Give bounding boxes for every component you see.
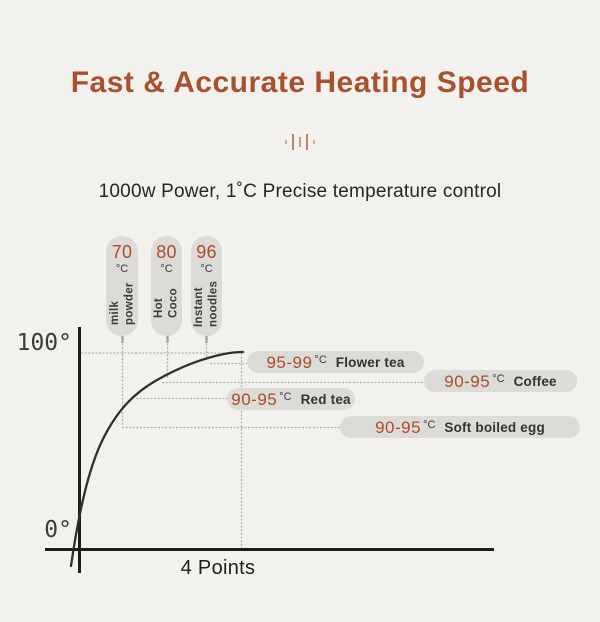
annotation-temp-range: 90-95: [444, 371, 491, 391]
annotation-temp-unit: °C: [423, 418, 436, 431]
annotation-pill-flower-tea: 95-99 °C Flower tea: [247, 351, 424, 373]
annotation-temp-unit: °C: [279, 390, 292, 403]
preset-label: Hot Coco: [153, 288, 180, 319]
annotation-pill-red-tea: 90-95 °C Red tea: [227, 388, 355, 410]
annotation-temp-range: 90-95: [375, 417, 422, 437]
y-axis-tick-100: 100°: [16, 330, 72, 356]
annotation-label: Coffee: [513, 373, 557, 389]
annotation-label: Soft boiled egg: [444, 419, 545, 435]
annotation-label: Red tea: [300, 391, 351, 407]
preset-pill-instant-noodles: 96 °C Instant noodles: [191, 236, 222, 336]
page-subtitle: 1000w Power, 1˚C Precise temperature con…: [98, 181, 502, 202]
annotation-temp-range: 95-99: [266, 352, 313, 372]
annotation-temp-unit: °C: [492, 372, 505, 385]
annotation-pill-soft-boiled-egg: 90-95 °C Soft boiled egg: [340, 416, 580, 438]
y-axis-tick-0: 0°: [44, 517, 72, 543]
annotation-label: Flower tea: [335, 354, 405, 370]
x-axis-label: 4 Points: [180, 557, 256, 579]
annotation-temp-unit: °C: [314, 353, 327, 366]
preset-label: Instant noodles: [193, 280, 220, 327]
preset-temp-value: 70: [111, 242, 133, 262]
preset-pill-hot-coco: 80 °C Hot Coco: [151, 236, 182, 336]
heating-curve: [69, 350, 245, 568]
annotation-temp-range: 90-95: [231, 389, 278, 409]
equalizer-divider-icon: [285, 134, 315, 150]
preset-temp-unit: °C: [115, 263, 129, 275]
page-title: Fast & Accurate Heating Speed: [70, 66, 530, 99]
preset-temp-unit: °C: [200, 263, 213, 275]
annotation-pill-coffee: 90-95 °C Coffee: [424, 370, 577, 392]
preset-label: milk powder: [108, 282, 135, 325]
preset-temp-unit: °C: [160, 263, 173, 275]
preset-temp-value: 96: [196, 242, 217, 262]
preset-pill-milk-powder: 70 °C milk powder: [106, 236, 138, 336]
preset-temp-value: 80: [156, 242, 177, 262]
